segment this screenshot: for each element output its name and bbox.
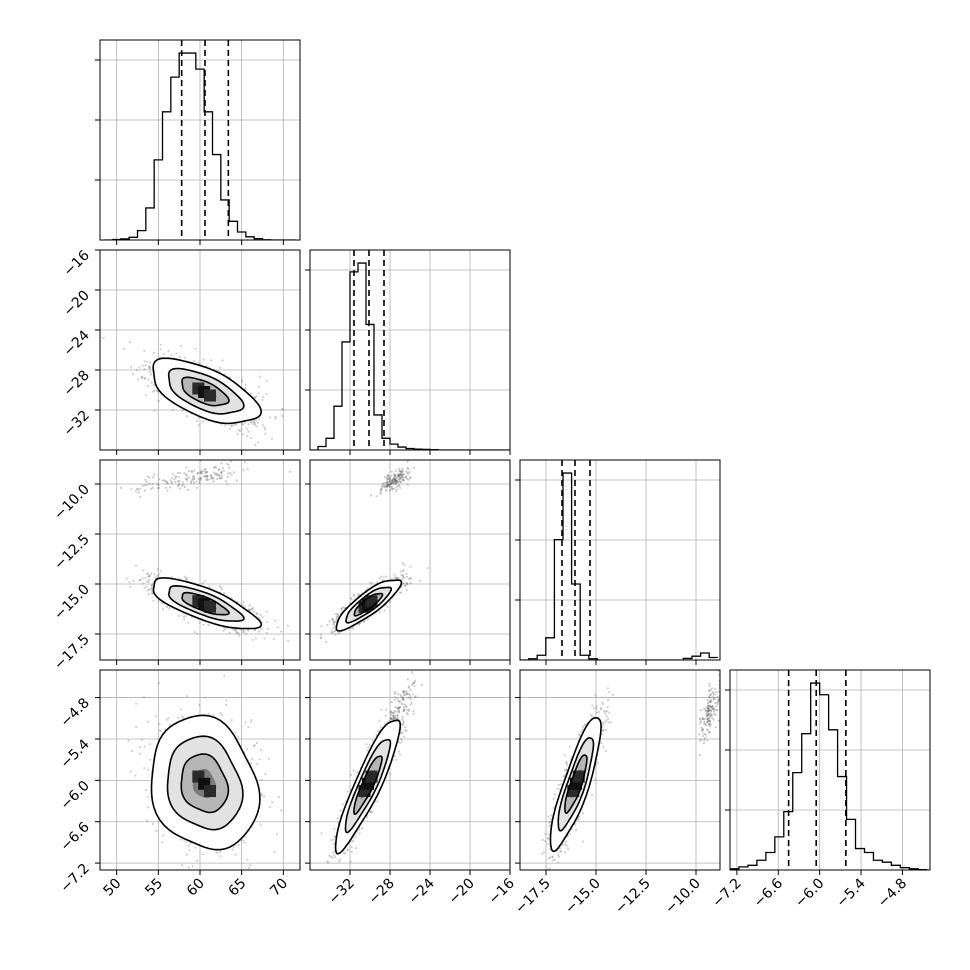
x-tick-label: 50 <box>101 876 125 900</box>
panel-2-2-frame <box>519 459 721 661</box>
y-tick-label: −17.5 <box>51 632 93 674</box>
panel-3-3-grid <box>730 670 930 870</box>
x-tick-label: −12.5 <box>612 876 654 918</box>
panel-2-2-grid <box>520 460 720 660</box>
contour-3-1-2 <box>353 755 383 816</box>
y-tick-label: −32 <box>61 408 93 440</box>
contour-2-0-0 <box>152 577 263 630</box>
contour-3-2-2 <box>564 754 588 815</box>
panel-3-3-frame <box>729 669 931 871</box>
contour-3-1-0 <box>334 719 401 855</box>
contour-2-1-2 <box>353 592 384 617</box>
x-tick-label: −32 <box>326 876 358 908</box>
y-tick-label: −4.8 <box>57 695 92 730</box>
contour-3-2-0 <box>549 716 602 853</box>
y-tick-label: −10.0 <box>51 482 93 524</box>
panel-2-2-background <box>520 460 720 660</box>
contour-2-0-2 <box>181 591 230 616</box>
y-tick-label: −16 <box>61 247 93 279</box>
y-tick-label: −5.4 <box>57 736 92 771</box>
contour-3-0-0 <box>150 714 261 851</box>
histogram-1 <box>310 262 510 450</box>
y-tick-label: −28 <box>61 368 93 400</box>
y-tick-label: −6.0 <box>57 778 92 813</box>
density-3-0 <box>151 715 260 850</box>
density-2-0 <box>153 577 262 629</box>
panel-3-1-grid <box>310 670 510 870</box>
panel-3-2-frame <box>519 669 721 871</box>
x-tick-label: 70 <box>267 876 291 900</box>
y-tick-label: −15.0 <box>51 582 93 624</box>
x-tick-label: −20 <box>446 876 478 908</box>
panel-2-1-grid <box>310 460 510 660</box>
x-tick-label: −6.6 <box>751 875 786 910</box>
contour-1-0-0 <box>152 357 263 425</box>
contour-2-0-1 <box>168 584 245 622</box>
contour-2-1-1 <box>345 586 393 624</box>
x-tick-label: 55 <box>142 876 166 900</box>
panel-3-1-frame <box>309 669 511 871</box>
panel-1-1-grid <box>310 250 510 450</box>
x-tick-label: −15.0 <box>562 876 604 918</box>
contour-1-0-2 <box>181 376 230 407</box>
y-tick-label: −6.6 <box>57 819 92 854</box>
x-tick-label: 65 <box>226 876 250 900</box>
x-tick-label: −10.0 <box>662 876 704 918</box>
y-tick-label: −7.2 <box>57 861 92 896</box>
x-tick-label: −16 <box>486 875 518 907</box>
y-tick-label: −24 <box>61 327 93 359</box>
x-tick-label: −4.8 <box>875 876 910 911</box>
contour-3-2-1 <box>557 737 595 832</box>
contour-2-1-0 <box>335 579 403 632</box>
panel-3-3-background <box>730 670 930 870</box>
y-tick-label: −20 <box>61 288 93 320</box>
x-tick-label: 60 <box>184 876 208 900</box>
histogram-0 <box>104 52 296 240</box>
x-tick-label: −28 <box>366 876 398 908</box>
contour-3-0-1 <box>166 735 244 831</box>
panel-1-1-frame <box>309 249 511 451</box>
panel-2-0-grid <box>100 460 300 660</box>
density-3-1 <box>335 720 401 854</box>
contour-3-0-2 <box>180 753 230 814</box>
x-tick-label: −5.4 <box>834 875 869 910</box>
y-tick-label: −12.5 <box>51 532 93 574</box>
density-3-2 <box>550 717 602 852</box>
density-1-0 <box>153 358 262 424</box>
x-tick-label: −6.0 <box>792 876 827 911</box>
histogram-3 <box>730 682 928 870</box>
panel-1-1-background <box>310 250 510 450</box>
x-tick-label: −24 <box>406 875 438 907</box>
x-tick-label: −7.2 <box>709 876 744 911</box>
panel-2-1-frame <box>309 459 511 661</box>
contour-3-1-1 <box>344 738 392 834</box>
x-tick-label: −17.5 <box>512 876 554 918</box>
histogram-2 <box>520 472 718 660</box>
contour-1-0-1 <box>167 367 245 415</box>
panel-0-0-grid <box>100 40 300 240</box>
